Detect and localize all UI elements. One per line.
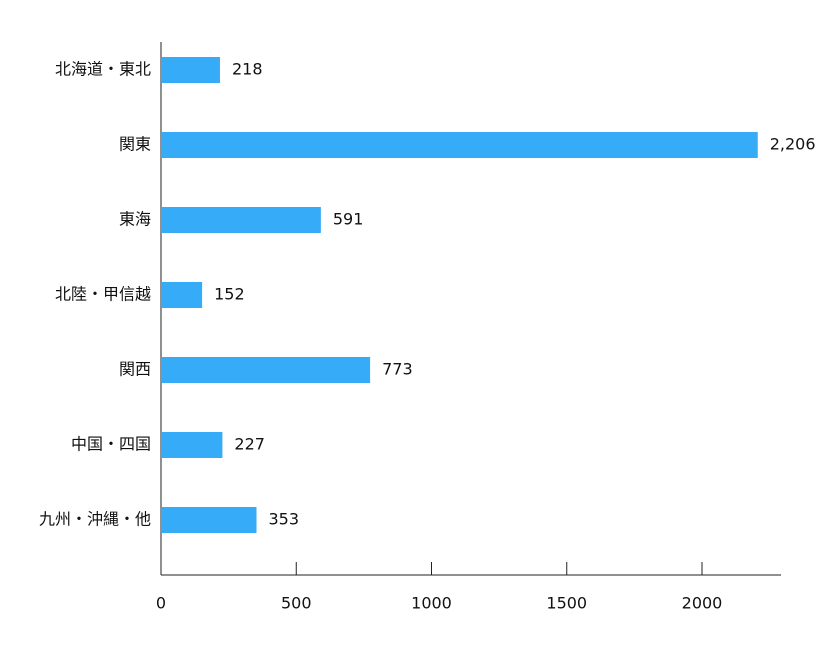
x-tick-label: 1000 bbox=[411, 594, 452, 613]
y-tick-label: 東海 bbox=[119, 210, 151, 229]
bar bbox=[161, 132, 758, 158]
bar bbox=[161, 507, 257, 533]
y-tick-label: 北海道・東北 bbox=[55, 60, 151, 79]
x-tick-label: 500 bbox=[281, 594, 312, 613]
value-label: 353 bbox=[268, 510, 299, 529]
value-label: 152 bbox=[214, 285, 245, 304]
y-tick-label: 関西 bbox=[119, 360, 151, 379]
bar bbox=[161, 207, 321, 233]
value-label: 218 bbox=[232, 60, 263, 79]
value-label: 2,206 bbox=[770, 135, 816, 154]
y-tick-label: 中国・四国 bbox=[71, 435, 151, 454]
value-label: 591 bbox=[333, 210, 364, 229]
value-label: 773 bbox=[382, 360, 413, 379]
bar bbox=[161, 357, 371, 383]
x-tick-label: 2000 bbox=[682, 594, 723, 613]
x-tick-label: 0 bbox=[156, 594, 166, 613]
bar bbox=[161, 57, 220, 83]
y-tick-label: 北陸・甲信越 bbox=[55, 285, 151, 304]
value-label: 227 bbox=[234, 435, 265, 454]
bar bbox=[161, 432, 223, 458]
x-tick-label: 1500 bbox=[546, 594, 587, 613]
y-tick-label: 関東 bbox=[119, 135, 151, 154]
bar bbox=[161, 282, 203, 308]
y-tick-label: 九州・沖縄・他 bbox=[39, 510, 151, 529]
